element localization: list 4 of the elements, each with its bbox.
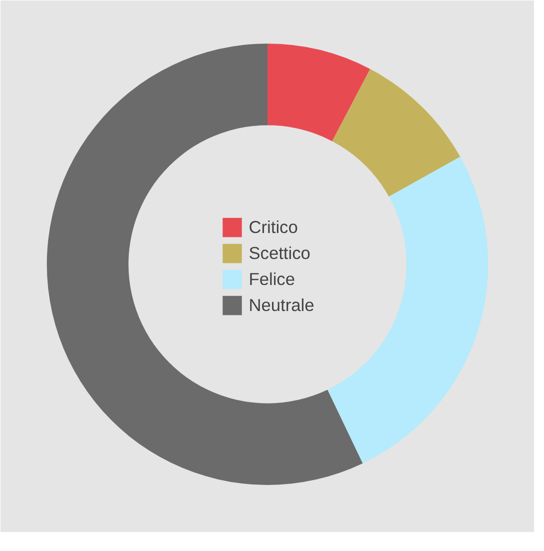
legend-label: Scettico <box>248 242 310 264</box>
legend-label: Critico <box>248 216 298 238</box>
legend-label: Neutrale <box>248 294 314 316</box>
legend-label: Felice <box>248 268 295 290</box>
